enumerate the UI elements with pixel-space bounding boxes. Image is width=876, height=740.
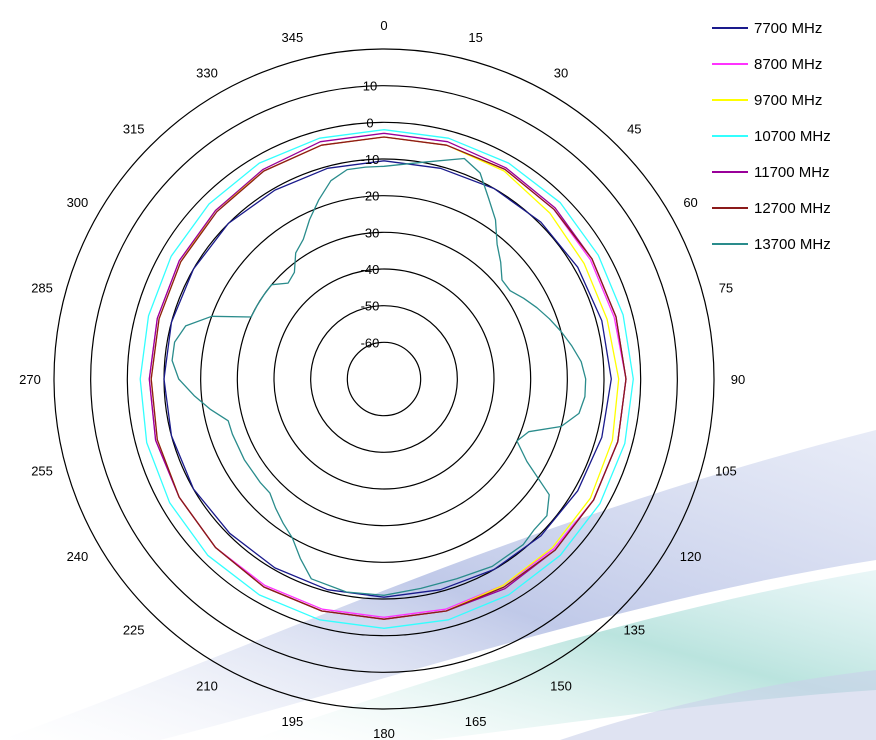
legend-item: 10700 MHz <box>712 118 831 154</box>
polar-ring-0 <box>126 121 642 637</box>
radial-tick-label: -60 <box>361 335 380 350</box>
angle-tick-label: 240 <box>67 549 89 564</box>
legend-item: 9700 MHz <box>712 82 831 118</box>
angle-tick-label: 0 <box>380 18 387 33</box>
legend-swatch <box>712 63 748 65</box>
series-line-0 <box>163 160 612 598</box>
legend-swatch <box>712 171 748 173</box>
polar-ring--20 <box>200 195 568 563</box>
legend-label: 8700 MHz <box>754 55 823 73</box>
angle-tick-label: 120 <box>680 549 702 564</box>
legend-swatch <box>712 243 748 245</box>
legend-item: 12700 MHz <box>712 190 831 226</box>
angle-tick-label: 300 <box>67 195 89 210</box>
series-line-6 <box>171 157 587 596</box>
legend-label: 10700 MHz <box>754 127 831 145</box>
background-swoosh <box>0 430 876 740</box>
legend-item: 11700 MHz <box>712 154 831 190</box>
angle-tick-label: 150 <box>550 679 572 694</box>
polar-ring--50 <box>310 305 458 453</box>
legend-item: 13700 MHz <box>712 226 831 262</box>
legend-item: 8700 MHz <box>712 46 831 82</box>
polar-ring--40 <box>273 268 495 490</box>
angle-tick-label: 90 <box>731 372 745 387</box>
legend-swatch <box>712 135 748 137</box>
radial-tick-label: -40 <box>361 262 380 277</box>
polar-ring--60 <box>346 341 422 417</box>
legend-label: 7700 MHz <box>754 19 823 37</box>
axis-labels: 10 0 -10 -20 -30 -40 -50 -60 0 15 30 45 60 75 90 105 120… <box>19 18 745 740</box>
angle-tick-label: 210 <box>196 679 218 694</box>
legend-item: 7700 MHz <box>712 10 831 46</box>
legend-label: 12700 MHz <box>754 199 831 217</box>
legend-label: 13700 MHz <box>754 235 831 253</box>
polar-outer-ring <box>53 48 715 710</box>
angle-tick-label: 225 <box>123 622 145 637</box>
angle-tick-label: 270 <box>19 372 41 387</box>
radial-tick-label: -20 <box>361 189 380 204</box>
legend-label: 11700 MHz <box>754 163 830 181</box>
polar-grid <box>53 48 715 710</box>
polar-ring--30 <box>236 231 532 527</box>
legend-swatch <box>712 207 748 209</box>
angle-tick-label: 255 <box>31 464 53 479</box>
angle-tick-label: 60 <box>683 195 697 210</box>
series-line-3 <box>139 129 634 629</box>
legend-swatch <box>712 27 748 29</box>
angle-tick-label: 165 <box>465 714 487 729</box>
legend-label: 9700 MHz <box>754 91 823 109</box>
angle-tick-label: 285 <box>31 280 53 295</box>
radial-tick-label: 0 <box>366 115 373 130</box>
angle-tick-label: 30 <box>554 65 568 80</box>
angle-tick-label: 135 <box>623 622 645 637</box>
radial-tick-label: -50 <box>361 299 380 314</box>
series-line-5 <box>150 136 627 620</box>
radial-tick-label: -10 <box>361 152 380 167</box>
angle-tick-label: 15 <box>468 30 482 45</box>
angle-tick-label: 105 <box>715 464 737 479</box>
angle-tick-label: 330 <box>196 65 218 80</box>
polar-ring-10 <box>90 85 678 673</box>
legend-swatch <box>712 99 748 101</box>
radial-tick-label: -30 <box>361 225 380 240</box>
angle-tick-label: 75 <box>719 280 733 295</box>
angle-tick-label: 345 <box>282 30 304 45</box>
series-group <box>139 129 634 629</box>
legend: 7700 MHz 8700 MHz 9700 MHz 10700 MHz 11700 M… <box>712 10 831 262</box>
radial-tick-label: 10 <box>363 79 377 94</box>
angle-tick-label: 180 <box>373 726 395 740</box>
angle-tick-label: 45 <box>627 122 641 137</box>
angle-tick-label: 195 <box>282 714 304 729</box>
angle-tick-label: 315 <box>123 122 145 137</box>
